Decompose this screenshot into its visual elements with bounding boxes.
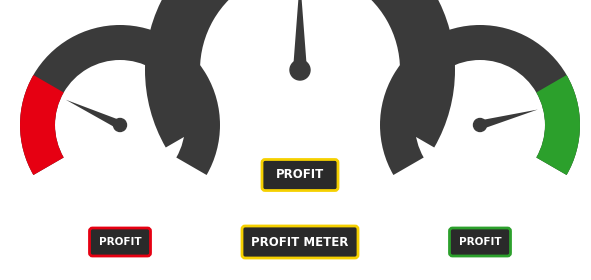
Text: PROFIT: PROFIT <box>459 237 501 247</box>
Wedge shape <box>20 25 220 175</box>
Circle shape <box>473 118 486 132</box>
Text: PROFIT METER: PROFIT METER <box>251 235 349 249</box>
Circle shape <box>113 118 126 132</box>
Polygon shape <box>66 100 122 129</box>
FancyBboxPatch shape <box>89 228 151 256</box>
FancyBboxPatch shape <box>262 160 338 190</box>
Polygon shape <box>293 0 307 70</box>
FancyBboxPatch shape <box>450 228 511 256</box>
Wedge shape <box>20 75 64 175</box>
Wedge shape <box>380 25 580 175</box>
FancyBboxPatch shape <box>242 226 358 258</box>
Text: PROFIT: PROFIT <box>276 169 324 181</box>
Wedge shape <box>536 75 580 175</box>
Text: PROFIT: PROFIT <box>99 237 141 247</box>
Wedge shape <box>145 0 455 148</box>
Circle shape <box>290 60 310 80</box>
Polygon shape <box>479 109 538 129</box>
